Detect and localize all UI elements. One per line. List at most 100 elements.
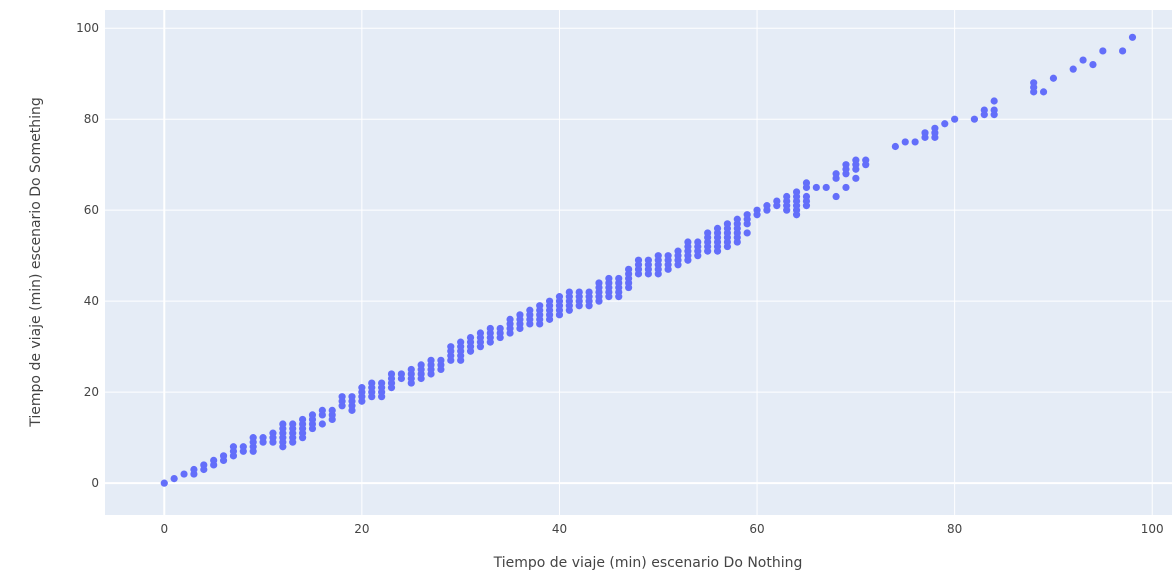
data-point (397, 370, 405, 378)
data-point (625, 265, 633, 273)
x-axis-title: Tiempo de viaje (min) escenario Do Nothi… (493, 555, 803, 571)
x-tick-label: 20 (354, 522, 369, 536)
data-point (190, 465, 198, 474)
data-point (605, 274, 613, 283)
data-point (1089, 60, 1097, 69)
data-point (862, 156, 870, 164)
data-point (911, 138, 919, 146)
data-point (980, 106, 988, 114)
data-point (486, 324, 494, 333)
data-point (802, 179, 811, 187)
data-point (1049, 74, 1058, 82)
data-point (743, 229, 751, 237)
data-point (239, 443, 247, 451)
grid-lines (105, 10, 1172, 515)
data-point (694, 238, 702, 246)
data-point (713, 224, 722, 232)
data-point (259, 434, 267, 442)
data-point (753, 206, 761, 214)
data-point (1079, 56, 1087, 64)
data-point (180, 470, 188, 478)
data-point (891, 142, 899, 151)
data-point (822, 183, 830, 192)
data-point (368, 379, 376, 387)
data-point (792, 188, 801, 196)
data-point (269, 429, 277, 437)
data-point (427, 356, 435, 364)
data-point (931, 124, 939, 132)
data-point (1119, 47, 1127, 55)
data-point (704, 229, 712, 237)
data-point (585, 288, 593, 296)
data-point (516, 311, 524, 319)
data-point (1069, 65, 1077, 73)
data-point (674, 247, 682, 255)
data-point (783, 192, 791, 201)
x-tick-label: 0 (160, 522, 168, 536)
data-point (545, 297, 554, 305)
data-point (536, 302, 544, 310)
data-point (901, 138, 909, 146)
data-point (654, 252, 662, 260)
data-point (160, 479, 168, 487)
data-points (160, 33, 1137, 487)
data-point (812, 183, 820, 192)
data-point (733, 215, 741, 223)
x-tick-label: 40 (552, 522, 567, 536)
data-point (575, 288, 583, 296)
data-point (249, 434, 257, 442)
data-point (684, 238, 692, 246)
data-point (170, 475, 178, 483)
y-tick-label: 20 (84, 385, 99, 399)
y-tick-label: 80 (84, 112, 99, 126)
data-point (842, 161, 850, 169)
data-point (634, 256, 643, 264)
data-point (1039, 88, 1048, 96)
data-point (289, 420, 297, 428)
data-point (555, 293, 564, 301)
y-axis-ticks: 0 20 40 60 80 100 (76, 21, 99, 490)
data-point (526, 306, 534, 314)
data-point (664, 252, 672, 260)
data-point (328, 406, 336, 414)
data-point (941, 120, 949, 128)
data-point (1030, 79, 1038, 87)
data-point (615, 274, 623, 283)
x-axis-ticks: 0 20 40 60 80 100 (160, 522, 1163, 536)
data-point (921, 129, 929, 137)
data-point (852, 174, 860, 182)
data-point (763, 202, 771, 210)
data-point (466, 333, 475, 342)
data-point (842, 183, 850, 192)
data-point (476, 329, 485, 337)
data-point (308, 411, 317, 419)
data-point (496, 324, 504, 333)
y-tick-label: 40 (84, 294, 99, 308)
data-point (437, 356, 445, 364)
data-point (1099, 47, 1107, 55)
data-point (506, 315, 514, 323)
data-point (298, 415, 307, 424)
y-tick-label: 100 (76, 21, 99, 35)
data-point (743, 211, 751, 219)
data-point (723, 220, 732, 228)
data-point (378, 379, 386, 387)
data-point (348, 393, 356, 401)
data-point (447, 343, 455, 351)
y-axis-title: Tiempo de viaje (min) escenario Do Somet… (28, 97, 44, 427)
data-point (338, 393, 346, 401)
data-point (219, 452, 228, 460)
data-point (210, 456, 218, 465)
data-point (990, 106, 998, 114)
x-tick-label: 100 (1141, 522, 1164, 536)
data-point (852, 156, 860, 164)
data-point (358, 384, 366, 392)
data-point (318, 420, 326, 428)
data-point (832, 170, 840, 178)
y-tick-label: 60 (84, 203, 99, 217)
data-point (970, 115, 979, 123)
data-point (1128, 33, 1137, 41)
data-point (595, 279, 603, 287)
data-point (457, 338, 465, 346)
